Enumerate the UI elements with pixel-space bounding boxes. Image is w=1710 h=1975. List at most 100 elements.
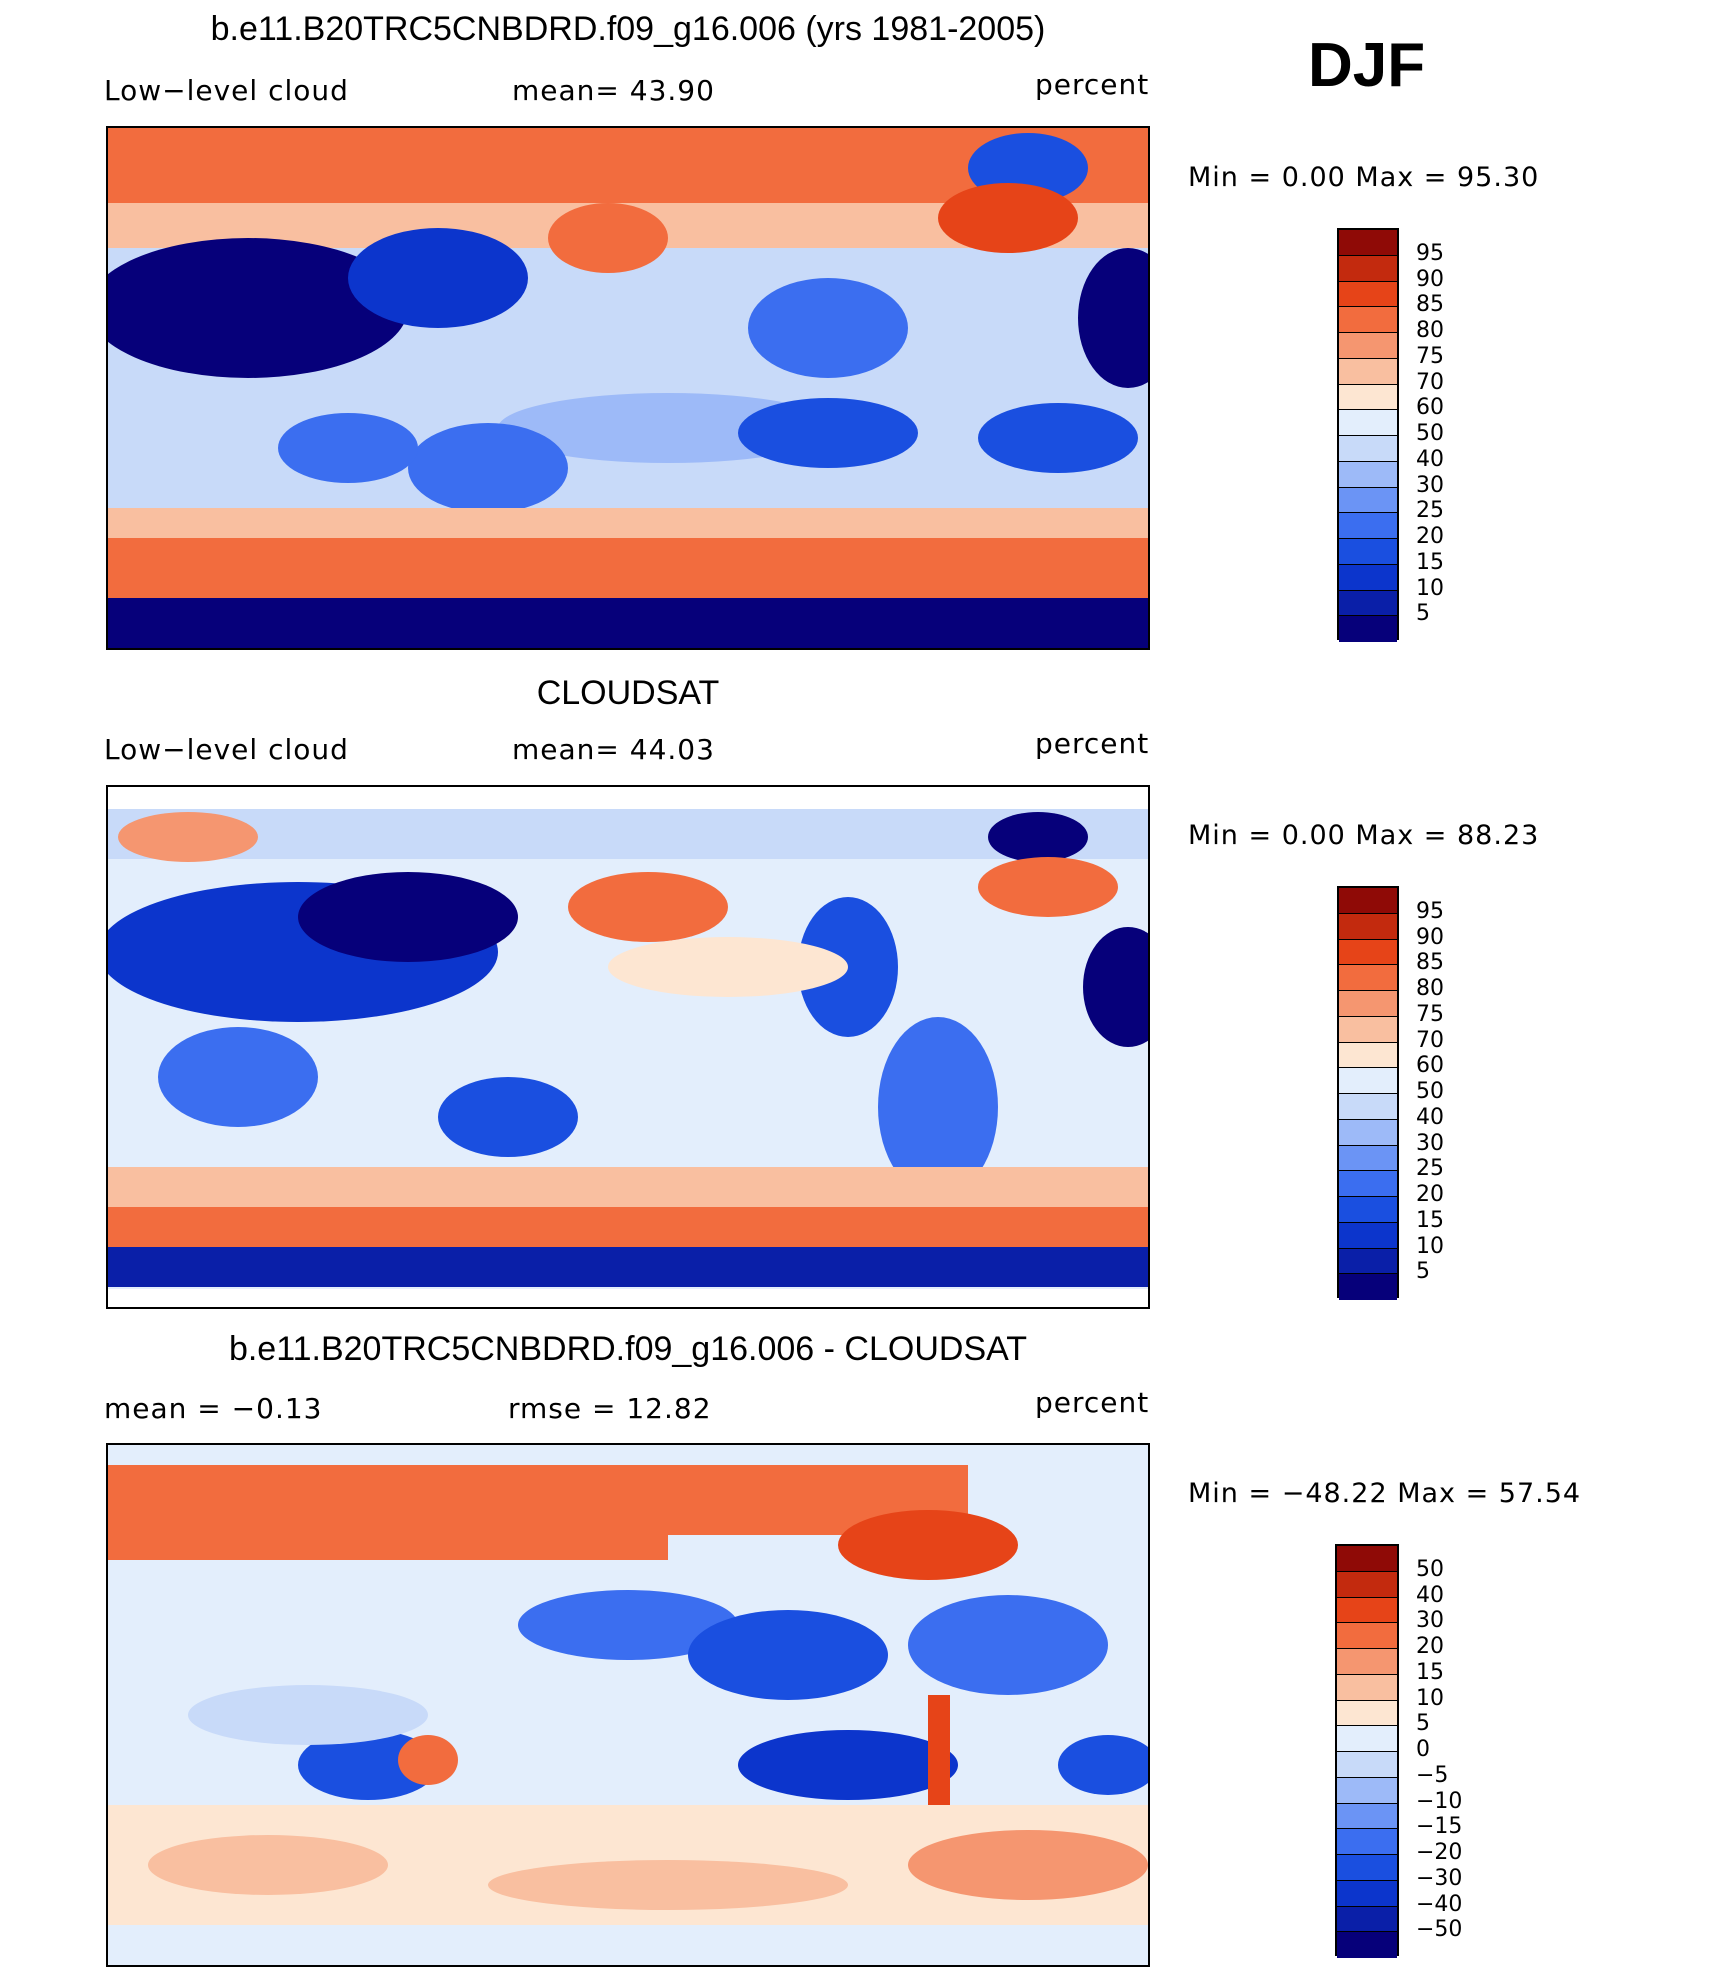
colorbar-tick-label: −15 <box>1416 1814 1463 1840</box>
colorbar-tick-label: 50 <box>1416 421 1444 446</box>
colorbar-2-swatch <box>1339 965 1397 991</box>
panel-2-units-label: percent <box>1035 727 1150 760</box>
colorbar-2-swatch <box>1339 1094 1397 1120</box>
panel-2-map <box>106 785 1150 1309</box>
colorbar-1-swatch <box>1339 307 1397 333</box>
colorbar-1-swatch <box>1339 539 1397 565</box>
panel-3-field <box>108 1445 1148 1965</box>
season-label: DJF <box>1308 31 1426 100</box>
colorbar-tick-label: 10 <box>1416 575 1444 601</box>
panel-3-units-label: percent <box>1035 1386 1150 1419</box>
colorbar-tick-label: 20 <box>1416 1634 1444 1659</box>
colorbar-tick-label: −5 <box>1416 1762 1449 1788</box>
panel-1-mean-label: mean= 43.90 <box>512 74 715 107</box>
panel-1-minmax: Min = 0.00 Max = 95.30 <box>1188 162 1540 193</box>
colorbar-tick-label: 10 <box>1416 1233 1444 1259</box>
panel-1-variable-label: Low−level cloud <box>104 74 349 107</box>
colorbar-tick-label: 90 <box>1416 924 1444 950</box>
colorbar-tick-label: 70 <box>1416 1027 1444 1053</box>
colorbar-1-swatch <box>1339 564 1397 591</box>
colorbar-3-swatch <box>1337 1803 1397 1830</box>
colorbar-tick-label: −30 <box>1416 1865 1463 1891</box>
panel-3-map <box>106 1443 1150 1967</box>
colorbar-2-swatch <box>1339 991 1397 1017</box>
colorbar-tick-label: 60 <box>1416 395 1444 421</box>
colorbar-3-swatch <box>1337 1726 1397 1752</box>
colorbar-2-swatch <box>1339 1197 1397 1223</box>
colorbar-2-swatch <box>1339 1042 1397 1069</box>
colorbar-3-swatch <box>1337 1932 1397 1958</box>
colorbar-3-swatch <box>1337 1752 1397 1778</box>
colorbar-2-swatch <box>1339 1248 1397 1275</box>
panel-1-title: b.e11.B20TRC5CNBDRD.f09_g16.006 (yrs 198… <box>210 10 1046 48</box>
colorbar-2-swatch <box>1339 1119 1397 1146</box>
panel-2-colorbar <box>1337 886 1399 1300</box>
colorbar-tick-label: 70 <box>1416 369 1444 395</box>
colorbar-1-swatch <box>1339 410 1397 436</box>
panel-1-units-label: percent <box>1035 68 1150 101</box>
colorbar-tick-label: 15 <box>1416 549 1444 575</box>
colorbar-3-swatch <box>1337 1906 1397 1933</box>
colorbar-tick-label: 90 <box>1416 266 1444 292</box>
colorbar-1-swatch <box>1339 616 1397 642</box>
colorbar-tick-label: 5 <box>1416 601 1430 627</box>
colorbar-tick-label: 50 <box>1416 1556 1444 1582</box>
colorbar-tick-label: 10 <box>1416 1685 1444 1711</box>
colorbar-3-swatch <box>1337 1649 1397 1675</box>
panel-1-colorbar <box>1337 228 1399 642</box>
panel-3-mean-label: mean = −0.13 <box>104 1392 323 1425</box>
colorbar-3-swatch <box>1337 1829 1397 1855</box>
colorbar-2-swatch <box>1339 1068 1397 1094</box>
colorbar-tick-label: 80 <box>1416 976 1444 1001</box>
panel-2-mean-label: mean= 44.03 <box>512 733 715 766</box>
colorbar-2-swatch <box>1339 1274 1397 1300</box>
colorbar-3-swatch <box>1337 1623 1397 1649</box>
colorbar-3-swatch <box>1337 1597 1397 1624</box>
colorbar-2-swatch <box>1339 939 1397 966</box>
colorbar-tick-label: 50 <box>1416 1079 1444 1104</box>
colorbar-tick-label: 30 <box>1416 1608 1444 1634</box>
colorbar-2-swatch <box>1339 913 1397 940</box>
colorbar-tick-label: 25 <box>1416 1156 1444 1182</box>
panel-3-title: b.e11.B20TRC5CNBDRD.f09_g16.006 - CLOUDS… <box>228 1330 1028 1368</box>
colorbar-tick-label: 75 <box>1416 1001 1444 1027</box>
colorbar-tick-label: 5 <box>1416 1259 1430 1285</box>
colorbar-1-swatch <box>1339 358 1397 385</box>
colorbar-2-swatch <box>1339 1016 1397 1043</box>
panel-3-rmse-label: rmse = 12.82 <box>508 1392 712 1425</box>
colorbar-1-swatch <box>1339 590 1397 617</box>
colorbar-tick-label: 40 <box>1416 1582 1444 1608</box>
colorbar-tick-label: 20 <box>1416 524 1444 549</box>
colorbar-2-swatch <box>1339 1222 1397 1249</box>
colorbar-2-swatch <box>1339 1171 1397 1197</box>
colorbar-tick-label: 75 <box>1416 343 1444 369</box>
colorbar-3-swatch <box>1337 1855 1397 1881</box>
colorbar-tick-label: −10 <box>1416 1788 1463 1814</box>
colorbar-tick-label: 80 <box>1416 318 1444 343</box>
colorbar-tick-label: −50 <box>1416 1917 1463 1943</box>
colorbar-3-swatch <box>1337 1777 1397 1804</box>
colorbar-1-swatch <box>1339 384 1397 411</box>
colorbar-tick-label: 85 <box>1416 292 1444 318</box>
colorbar-tick-label: 30 <box>1416 472 1444 498</box>
colorbar-3-swatch <box>1337 1880 1397 1907</box>
colorbar-tick-label: 95 <box>1416 240 1444 266</box>
colorbar-tick-label: −20 <box>1416 1840 1463 1865</box>
colorbar-2-swatch <box>1339 888 1397 914</box>
panel-2-title: CLOUDSAT <box>536 674 720 712</box>
panel-1-map <box>106 126 1150 650</box>
colorbar-tick-label: 95 <box>1416 898 1444 924</box>
colorbar-tick-label: 85 <box>1416 950 1444 976</box>
colorbar-tick-label: 5 <box>1416 1711 1430 1737</box>
colorbar-2-swatch <box>1339 1145 1397 1172</box>
colorbar-tick-label: 0 <box>1416 1737 1430 1762</box>
colorbar-1-swatch <box>1339 230 1397 256</box>
colorbar-tick-label: 20 <box>1416 1182 1444 1207</box>
colorbar-tick-label: 15 <box>1416 1207 1444 1233</box>
colorbar-1-swatch <box>1339 461 1397 488</box>
colorbar-1-swatch <box>1339 487 1397 514</box>
colorbar-1-swatch <box>1339 333 1397 359</box>
panel-3-colorbar <box>1335 1544 1399 1958</box>
panel-1-field <box>108 128 1148 648</box>
colorbar-1-swatch <box>1339 255 1397 282</box>
